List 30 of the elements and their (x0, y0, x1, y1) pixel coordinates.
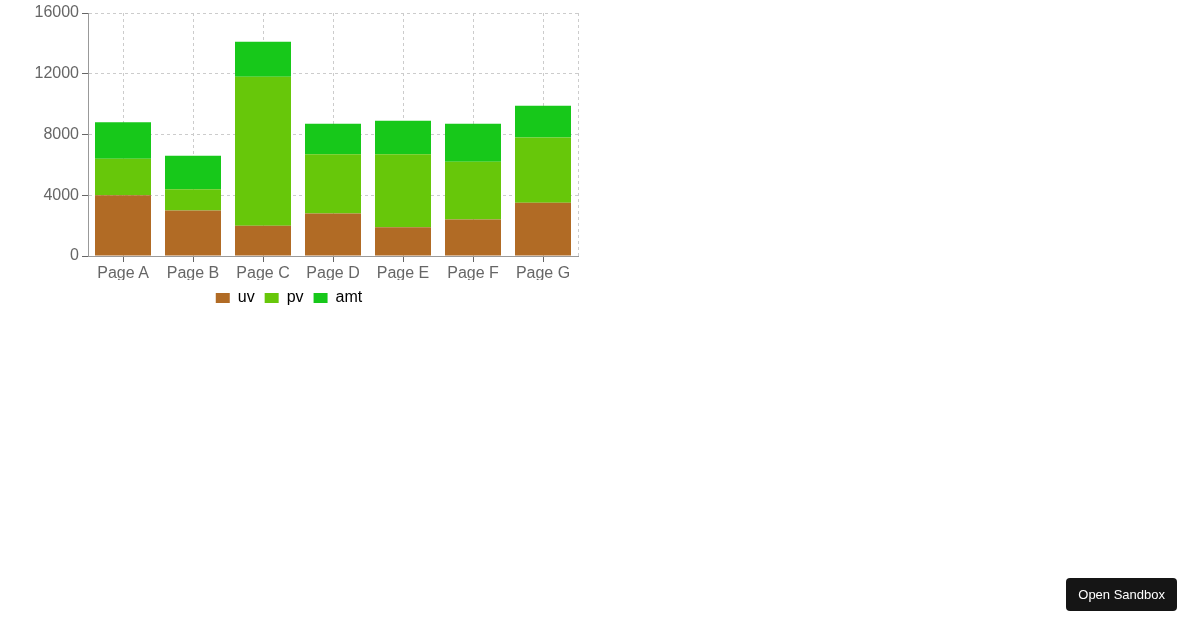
bar (95, 158, 151, 196)
bar (165, 155, 221, 190)
bar (375, 154, 431, 228)
bar (445, 161, 501, 220)
bar (235, 41, 291, 77)
legend-label: uv (237, 288, 255, 306)
bar (305, 213, 361, 256)
bar (515, 105, 571, 138)
bar (95, 122, 151, 159)
legend-label: pv (286, 288, 304, 306)
y-tick-label: 0 (70, 246, 80, 264)
bar (235, 225, 291, 256)
bar (445, 123, 501, 162)
bar (165, 189, 221, 211)
bar (305, 154, 361, 214)
y-tick-label: 4000 (43, 185, 80, 203)
bar (445, 219, 501, 256)
bar (305, 123, 361, 155)
y-tick-label: 12000 (34, 64, 80, 82)
bar (375, 227, 431, 256)
bar (165, 210, 221, 256)
bar (515, 202, 571, 256)
bar (515, 137, 571, 203)
text: Open Sandbox (1066, 578, 1177, 611)
y-tick-label: 8000 (43, 124, 80, 142)
legend-label: amt (335, 288, 363, 306)
bar (95, 195, 151, 256)
bar (375, 120, 431, 155)
bar (235, 76, 291, 226)
y-tick-label: 16000 (34, 3, 80, 21)
